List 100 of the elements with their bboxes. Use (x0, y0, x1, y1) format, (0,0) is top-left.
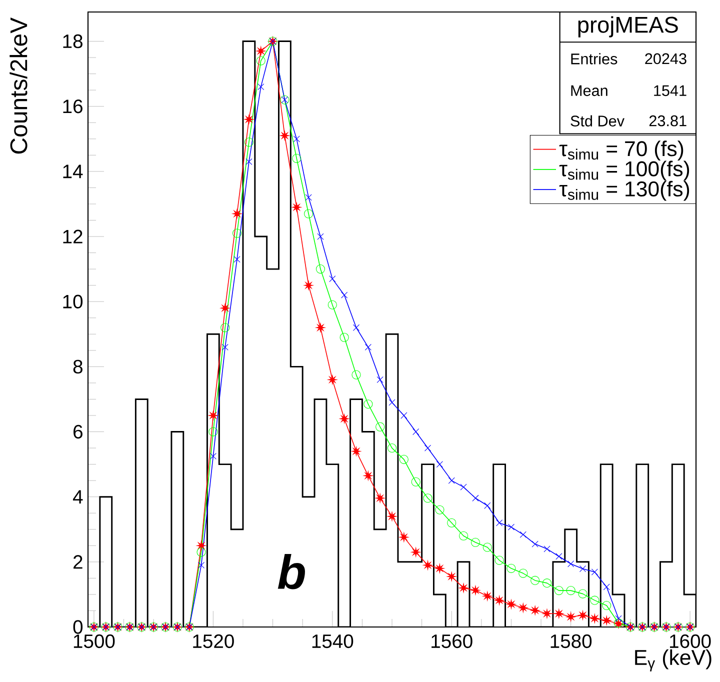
point (340, 414, 349, 424)
point (246, 158, 252, 165)
point (305, 194, 312, 201)
point (352, 446, 361, 456)
point (316, 323, 326, 332)
y-tick-label: 12 (63, 230, 82, 244)
point (387, 443, 397, 453)
point (459, 531, 468, 540)
y-tick-label: 14 (63, 164, 83, 178)
point (472, 494, 479, 502)
point (399, 454, 408, 464)
point (304, 209, 314, 218)
y-axis-title: Counts/2keV (10, 17, 28, 154)
point (376, 376, 384, 383)
point (602, 616, 612, 626)
point (412, 428, 420, 436)
point (210, 452, 216, 460)
point (556, 553, 562, 560)
point (554, 609, 564, 618)
point (364, 344, 372, 350)
point (364, 471, 373, 480)
point (554, 586, 564, 596)
point (496, 520, 503, 526)
y-tick-label: 6 (74, 424, 82, 439)
point (364, 400, 373, 409)
annotation: 1541 (654, 85, 686, 96)
point (424, 444, 432, 452)
point (256, 46, 266, 56)
point (376, 422, 385, 432)
point (280, 131, 290, 140)
point (484, 502, 491, 509)
point (399, 532, 408, 542)
point (590, 596, 600, 605)
point (222, 344, 228, 350)
point (542, 578, 552, 588)
point (293, 136, 300, 142)
point (376, 494, 385, 503)
annotation: 20243 (645, 53, 686, 64)
y-tick-label: 8 (73, 360, 82, 374)
annotation: Mean (571, 85, 608, 96)
x-tick-label: 1580 (550, 634, 592, 648)
point (244, 114, 254, 124)
point (256, 56, 266, 66)
point (423, 494, 432, 503)
point (341, 292, 348, 298)
x-tick-label: 1560 (432, 634, 472, 648)
point (292, 202, 302, 212)
point (494, 596, 504, 605)
point (388, 399, 396, 406)
y-tick-label: 2 (74, 555, 82, 569)
point (578, 589, 588, 598)
point (448, 477, 455, 484)
annotation: 23.81 (649, 115, 686, 126)
point (590, 614, 600, 624)
point (329, 276, 336, 282)
point (518, 568, 528, 578)
point (234, 256, 240, 263)
point (494, 556, 504, 565)
point (542, 609, 552, 618)
y-tick-label: 10 (63, 294, 83, 308)
x-axis-title: E$_{γ}$ (keV) (635, 649, 712, 672)
point (232, 228, 242, 238)
y-tick-label: 16 (63, 100, 82, 114)
point (328, 375, 337, 384)
point (317, 233, 324, 240)
point (304, 280, 314, 290)
y-tick-label: 0 (73, 620, 83, 634)
point (518, 603, 528, 612)
point (328, 300, 337, 310)
point (352, 370, 361, 380)
point (482, 542, 492, 552)
point (292, 154, 302, 163)
point (520, 531, 526, 538)
annotation: Entries (571, 53, 618, 64)
annotation: Std Dev (570, 115, 624, 126)
annotation: b (278, 554, 305, 590)
point (411, 477, 420, 486)
point (566, 612, 576, 622)
point (578, 610, 588, 620)
point (591, 568, 598, 576)
point (340, 332, 349, 342)
x-tick-label: 1520 (193, 634, 234, 648)
legend-label: τ$_{simu}$ = 100(fs) (559, 160, 690, 181)
point (530, 606, 540, 615)
point (532, 540, 538, 548)
point (232, 209, 242, 218)
point (506, 564, 516, 573)
y-tick-label: 4 (72, 490, 83, 504)
point (506, 600, 516, 609)
point (196, 541, 206, 550)
point (447, 572, 456, 582)
point (470, 586, 480, 595)
y-tick-label: 18 (63, 34, 82, 48)
point (615, 615, 622, 622)
point (198, 562, 205, 568)
point (208, 410, 218, 420)
point (220, 323, 230, 332)
point (435, 505, 444, 514)
point (447, 518, 456, 528)
point (244, 138, 254, 147)
